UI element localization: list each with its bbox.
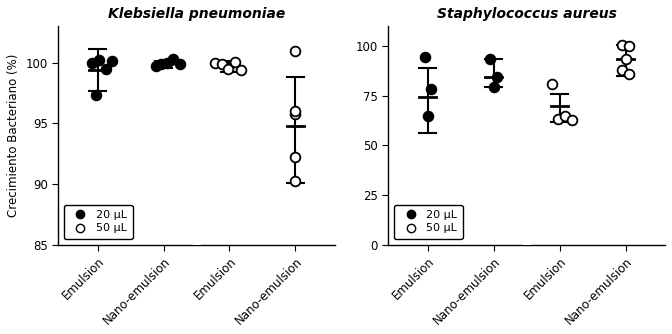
Y-axis label: Crecimiento Bacteriano (%): Crecimiento Bacteriano (%) — [7, 54, 20, 217]
Title: Klebsiella pneumoniae: Klebsiella pneumoniae — [108, 7, 285, 21]
Title: Staphylococcus aureus: Staphylococcus aureus — [437, 7, 617, 21]
Legend: 20 μL, 50 μL: 20 μL, 50 μL — [394, 204, 463, 239]
Bar — [523, 26, 530, 244]
Legend: 20 μL, 50 μL: 20 μL, 50 μL — [64, 204, 132, 239]
Bar — [194, 26, 200, 244]
